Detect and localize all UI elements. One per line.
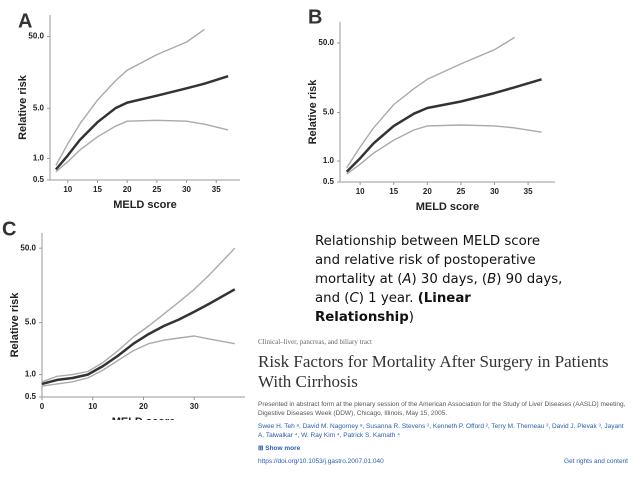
caption: Relationship between MELD score and rela… [315, 232, 565, 327]
x-tick-label: 20 [139, 402, 148, 411]
panel-letter: A [18, 10, 32, 32]
paper-category: Clinical–liver, pancreas, and biliary tr… [258, 338, 373, 346]
x-tick-label: 35 [212, 185, 221, 194]
x-tick-label: 35 [524, 187, 533, 196]
x-tick-label: 30 [182, 185, 191, 194]
y-axis-label: Relative risk [17, 74, 29, 140]
series-line [55, 28, 205, 166]
paper-title: Risk Factors for Mortality After Surgery… [258, 352, 609, 391]
x-axis-label: MELD score [112, 416, 176, 420]
y-tick-label: 1.0 [33, 154, 45, 163]
y-tick-label: 50.0 [318, 38, 334, 47]
series-line [41, 288, 236, 386]
series-line [41, 247, 236, 383]
x-tick-label: 10 [63, 185, 72, 194]
series-line [346, 124, 542, 175]
show-more[interactable]: ⊞ Show more [258, 445, 301, 452]
x-axis-label: MELD score [113, 199, 177, 211]
caption-text: ) [408, 310, 414, 325]
y-axis-label: Relative risk [307, 79, 319, 145]
y-tick-label: 5.0 [323, 108, 335, 117]
caption-text: ) 30 days, ( [411, 272, 488, 287]
x-tick-label: 0 [40, 402, 45, 411]
x-tick-label: 30 [190, 402, 199, 411]
y-tick-label: 0.5 [25, 392, 37, 401]
caption-text: C [349, 291, 359, 306]
y-tick-label: 1.0 [323, 156, 335, 165]
x-tick-label: 15 [93, 185, 102, 194]
y-tick-label: 50.0 [20, 243, 36, 252]
x-tick-label: 30 [490, 187, 499, 196]
x-tick-label: 15 [389, 187, 398, 196]
series-line [345, 78, 542, 173]
caption-text: (Linear Relationship [315, 291, 471, 325]
x-tick-label: 10 [356, 187, 365, 196]
y-tick-label: 50.0 [28, 32, 44, 41]
x-tick-label: 25 [152, 185, 161, 194]
doi-link[interactable]: https://doi.org/10.1053/j.gastro.2007.01… [258, 458, 384, 465]
caption-text: A [402, 272, 412, 287]
rights-link[interactable]: Get rights and content [564, 458, 628, 465]
series-line [54, 75, 229, 171]
caption-text: B [487, 272, 497, 287]
series-line [346, 36, 516, 169]
caption-text: ) 90 days, and ( [315, 272, 563, 306]
y-tick-label: 0.5 [323, 177, 335, 186]
y-tick-label: 1.0 [25, 370, 37, 379]
x-tick-label: 25 [456, 187, 465, 196]
y-tick-label: 0.5 [33, 175, 45, 184]
caption-text: Relationship between MELD score and rela… [315, 234, 541, 287]
x-tick-label: 10 [88, 402, 97, 411]
caption-text: ) 1 year. [358, 291, 418, 306]
paper-screenshot: Clinical–liver, pancreas, and biliary tr… [258, 338, 628, 465]
panel-letter: B [308, 6, 322, 28]
series-line [41, 335, 235, 387]
y-tick-label: 5.0 [25, 318, 37, 327]
paper-authors[interactable]: Swee H. Teh ᵃ, David M. Nagorney ᵃ, Susa… [258, 423, 624, 439]
panel-letter: C [2, 218, 16, 240]
y-tick-label: 5.0 [33, 103, 45, 112]
series-line [55, 119, 229, 173]
y-axis-label: Relative risk [9, 292, 21, 358]
x-tick-label: 20 [423, 187, 432, 196]
paper-note: Presented in abstract form at the plenar… [258, 401, 626, 417]
charts: A 0.5 1.0 5.0 50.0 10 15 20 25 30 35 MELD score Rela… [2, 6, 555, 420]
x-tick-label: 20 [123, 185, 132, 194]
x-axis-label: MELD score [416, 201, 480, 213]
